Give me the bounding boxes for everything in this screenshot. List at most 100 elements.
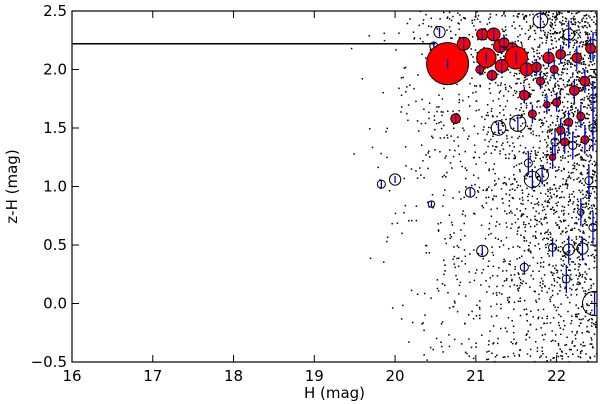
data-point [585,42,587,44]
data-point [549,298,551,301]
data-point [565,343,568,346]
data-point [508,153,511,155]
data-point [544,74,546,76]
data-point [553,139,555,141]
data-point [570,20,572,23]
data-point [463,196,465,199]
data-point [511,212,513,214]
data-point [532,278,535,280]
data-point [557,306,559,309]
data-point [558,187,560,190]
data-point [552,265,554,267]
data-point [567,54,569,56]
data-point [558,38,560,40]
data-point [567,204,570,206]
data-point [571,216,573,219]
data-point [490,215,493,218]
data-point [514,214,516,216]
data-point [531,61,534,63]
data-point [478,314,481,317]
data-point [528,92,530,94]
data-point [586,95,588,98]
data-point [539,36,541,39]
data-point [542,20,544,23]
data-point [563,324,566,327]
data-point [568,61,571,63]
data-point [595,34,597,36]
data-point [528,248,530,250]
data-point [386,236,389,239]
data-point [456,245,459,247]
data-point [522,213,525,215]
data-point [560,233,562,235]
data-point [529,94,531,97]
data-point [454,302,456,304]
data-point [593,228,596,231]
data-point [458,293,460,295]
data-point [485,279,487,282]
data-point [590,284,592,287]
data-point [519,144,522,147]
data-point [423,329,425,332]
data-point [560,74,563,76]
data-point [483,46,485,49]
data-point [428,150,430,153]
data-point [576,288,578,290]
data-point [569,177,572,179]
data-point [515,83,517,85]
data-point [495,123,498,126]
data-point [575,128,577,131]
data-point [482,206,485,209]
data-point [523,81,525,84]
data-point [557,293,559,295]
data-point [526,313,528,315]
data-point [516,78,519,80]
data-point [521,255,523,257]
data-point [595,321,597,323]
data-point [524,79,527,81]
data-point [542,164,544,167]
data-point [582,58,585,60]
data-point [586,39,589,42]
data-point [526,333,528,335]
data-point [593,16,595,18]
data-point [512,197,514,200]
data-point [581,123,583,126]
data-point [546,153,548,156]
data-point [546,237,548,239]
data-point [473,213,476,215]
data-point [506,135,508,137]
data-point [549,192,551,194]
data-point [494,131,496,134]
data-point [491,115,494,117]
data-point [538,147,541,149]
data-point [579,352,582,355]
data-point [540,122,543,124]
data-point [585,67,587,69]
data-point [575,216,578,219]
data-point [511,223,513,225]
data-point [569,198,571,201]
data-point [458,93,460,96]
data-point [552,33,555,35]
data-point [541,350,543,353]
data-point [420,174,422,176]
data-point [529,127,531,130]
data-point [500,119,503,121]
y-tick-label: 1.0 [43,178,67,196]
data-point [484,28,486,30]
data-point [579,143,581,146]
data-point [553,278,555,280]
data-point [558,141,561,144]
data-point [589,212,591,215]
data-point [547,144,549,147]
x-tick-label: 20 [386,367,405,385]
data-point [576,29,578,32]
data-point [528,250,530,252]
data-point [416,177,419,179]
data-point [568,141,571,144]
data-point [543,184,545,186]
data-point [488,87,491,90]
data-point [589,217,592,220]
data-point [534,152,537,154]
